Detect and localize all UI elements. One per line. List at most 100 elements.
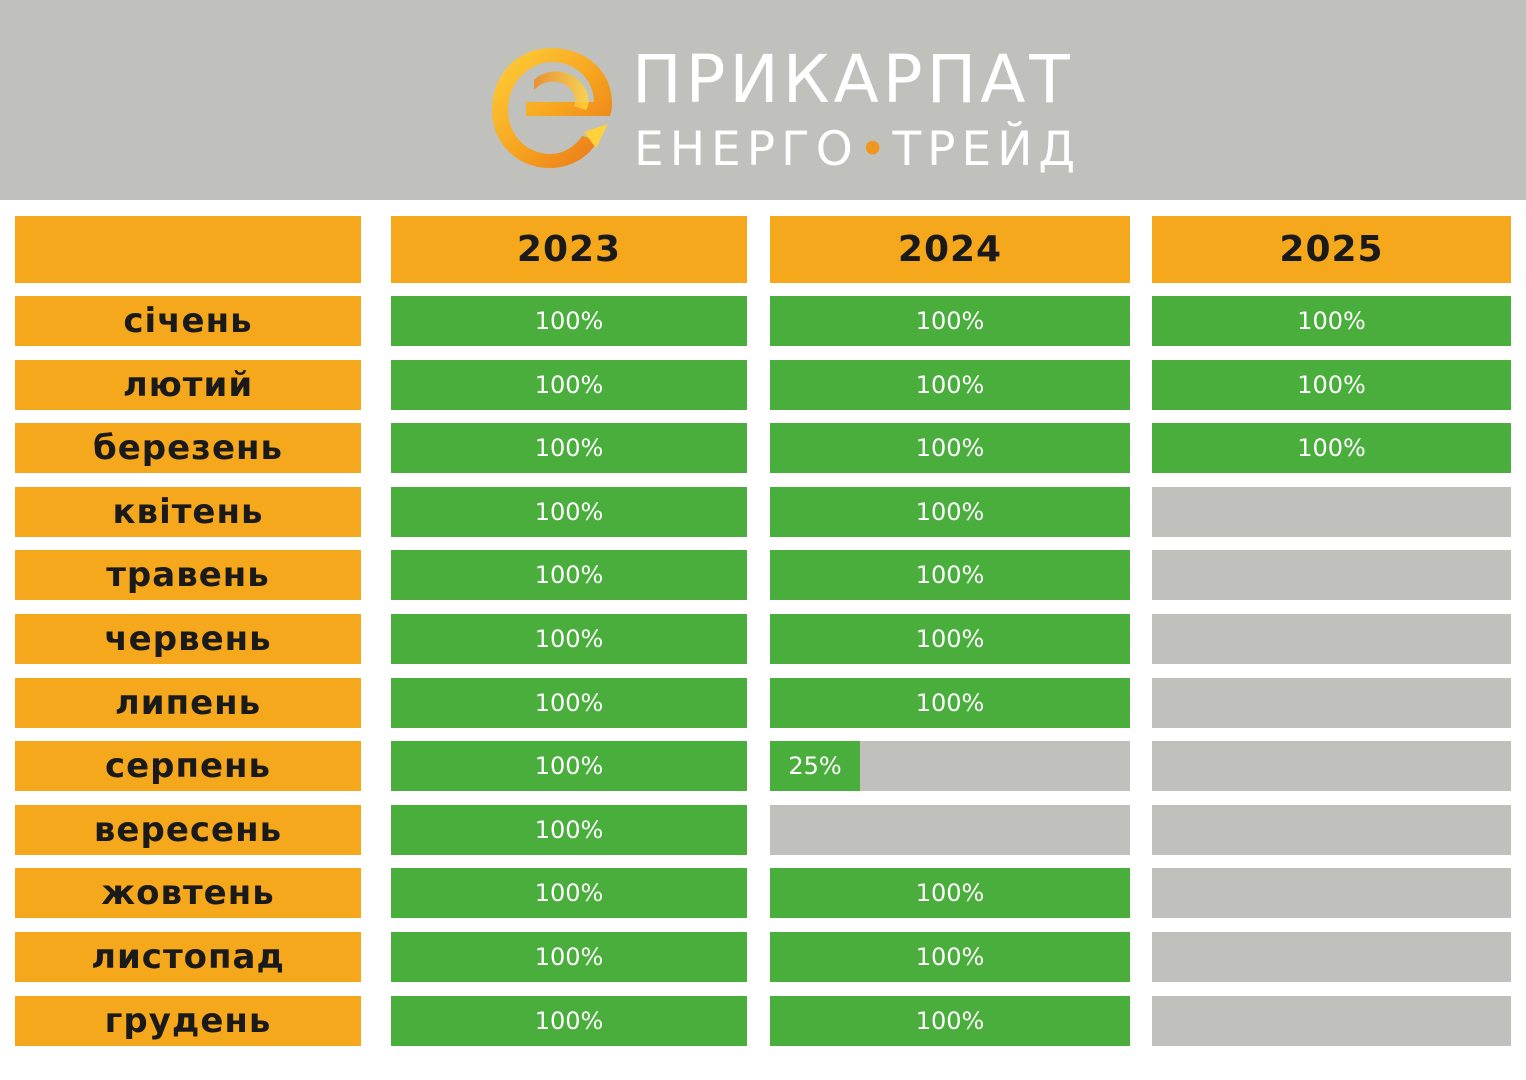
percent-label: 100% [915,434,985,462]
progress-track [1152,614,1511,664]
percent-label: 100% [534,752,604,780]
brand-word-energo: ЕНЕРГО [634,122,859,177]
percent-label: 100% [534,943,604,971]
year-header-2023: 2023 [391,216,747,283]
percent-label: 100% [1297,307,1366,335]
progress-track: 100% [391,614,747,664]
year-label: 2025 [1279,229,1384,270]
progress-fill: 100% [391,550,747,600]
progress-track: 100% [391,487,747,537]
progress-fill: 100% [770,868,1130,918]
progress-track: 100% [1152,296,1511,346]
progress-fill: 100% [1152,423,1511,473]
progress-track: 100% [770,868,1130,918]
progress-fill: 100% [770,678,1130,728]
progress-fill: 100% [770,996,1130,1046]
percent-label: 100% [534,1007,604,1035]
progress-fill: 100% [391,296,747,346]
month-label: лютий [122,365,254,405]
progress-fill: 100% [391,932,747,982]
month-label-cell: жовтень [15,868,361,918]
progress-track [1152,741,1511,791]
progress-track: 100% [391,550,747,600]
progress-fill: 100% [770,932,1130,982]
year-label: 2023 [516,229,622,270]
percent-label: 100% [915,879,985,907]
progress-fill: 100% [770,550,1130,600]
month-label-cell: листопад [15,932,361,982]
month-label: травень [106,555,270,595]
progress-fill: 100% [391,741,747,791]
percent-label: 100% [915,625,985,653]
progress-track: 100% [770,550,1130,600]
progress-track: 100% [391,932,747,982]
month-label-cell: січень [15,296,361,346]
month-label: липень [114,683,262,723]
percent-label: 100% [534,371,604,399]
month-label: березень [92,428,283,468]
month-label: грудень [104,1001,272,1041]
progress-track [770,805,1130,855]
progress-fill: 100% [391,614,747,664]
progress-fill: 100% [1152,360,1511,410]
month-label-cell: вересень [15,805,361,855]
progress-fill: 100% [391,996,747,1046]
percent-label: 100% [534,816,604,844]
month-label: серпень [104,746,272,786]
month-label-cell: березень [15,423,361,473]
progress-fill: 100% [770,423,1130,473]
progress-track: 100% [391,805,747,855]
progress-fill: 100% [1152,296,1511,346]
month-label: вересень [93,810,283,850]
brand-name-line1: ПРИКАРПАТ [632,41,1074,118]
percent-label: 100% [534,498,604,526]
progress-fill: 100% [391,360,747,410]
progress-track [1152,678,1511,728]
progress-fill: 100% [391,423,747,473]
progress-track [1152,487,1511,537]
progress-track: 100% [391,360,747,410]
progress-track: 100% [770,360,1130,410]
progress-track: 100% [391,741,747,791]
progress-fill: 100% [770,614,1130,664]
progress-track: 100% [770,996,1130,1046]
progress-track [1152,868,1511,918]
percent-label: 100% [534,689,604,717]
progress-track [1152,805,1511,855]
month-label-cell: квітень [15,487,361,537]
percent-label: 100% [915,307,985,335]
progress-track [1152,996,1511,1046]
percent-label: 25% [788,752,842,780]
progress-track [1152,932,1511,982]
percent-label: 100% [1297,434,1366,462]
percent-label: 100% [915,689,985,717]
progress-track: 100% [770,678,1130,728]
progress-fill: 100% [770,487,1130,537]
progress-fill: 100% [770,296,1130,346]
progress-fill: 100% [391,487,747,537]
progress-track: 100% [391,868,747,918]
progress-track: 100% [770,932,1130,982]
brand-dot: • [858,122,893,177]
percent-label: 100% [534,561,604,589]
month-label: листопад [91,937,285,977]
month-label-cell: грудень [15,996,361,1046]
month-label: січень [123,301,253,341]
month-label-cell: серпень [15,741,361,791]
energo-logo-icon [492,48,612,168]
month-label-cell: лютий [15,360,361,410]
year-label: 2024 [897,229,1003,270]
progress-track: 100% [391,996,747,1046]
month-label-cell: липень [15,678,361,728]
percent-label: 100% [915,561,985,589]
progress-track: 100% [391,423,747,473]
brand-word-treid: ТРЕЙД [892,122,1082,177]
percent-label: 100% [534,307,604,335]
progress-track: 100% [770,487,1130,537]
year-header-2025: 2025 [1152,216,1511,283]
year-header-2024: 2024 [770,216,1130,283]
percent-label: 100% [534,879,604,907]
month-label-cell: червень [15,614,361,664]
progress-track: 100% [770,423,1130,473]
progress-fill: 100% [770,360,1130,410]
